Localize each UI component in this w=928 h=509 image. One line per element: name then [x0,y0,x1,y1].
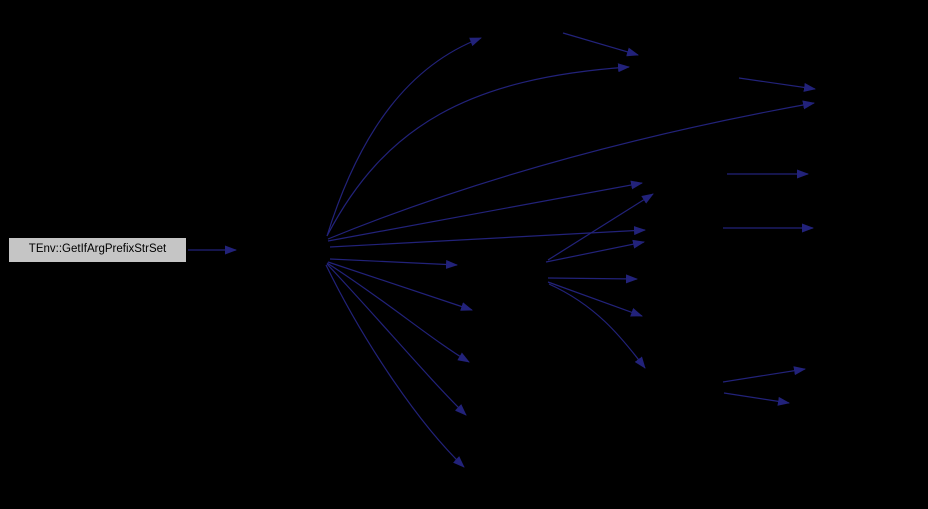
node-tenv-getifargprefixstrset[interactable]: TEnv::GetIfArgPrefixStrSet [8,237,187,263]
call-edge-hub-down-arc-9 [326,263,467,416]
call-edge-hub-down-arc-8 [326,262,470,363]
call-edge-hub-line-4 [327,180,643,242]
call-edge-mid-hub-right [547,274,638,284]
call-edge-hub-up-arc-2 [326,63,630,237]
call-edge-mid-hub-down-arc [548,283,646,369]
call-edge-mid-hub-up-2 [545,239,645,263]
call-edge-hub-line-7 [327,261,473,311]
call-edge-hub-line-5 [329,226,646,248]
call-edge-mid-hub-down-1 [547,281,643,317]
call-edge-top-right-node-out [738,77,816,92]
call-edge-bottom-node-out-1 [722,366,806,383]
call-edge-bottom-node-out-2 [723,392,790,406]
call-edge-hub-up-arc-1 [326,37,482,237]
call-edge-hub-up-arc-3 [327,100,815,240]
call-edge-hub-down-arc-10 [325,264,465,468]
call-edge-top-node-out [562,32,639,57]
call-edge-hub-short-6 [329,258,458,269]
call-edge-mid-hub-up-1 [547,193,654,261]
edge-group [188,32,816,468]
